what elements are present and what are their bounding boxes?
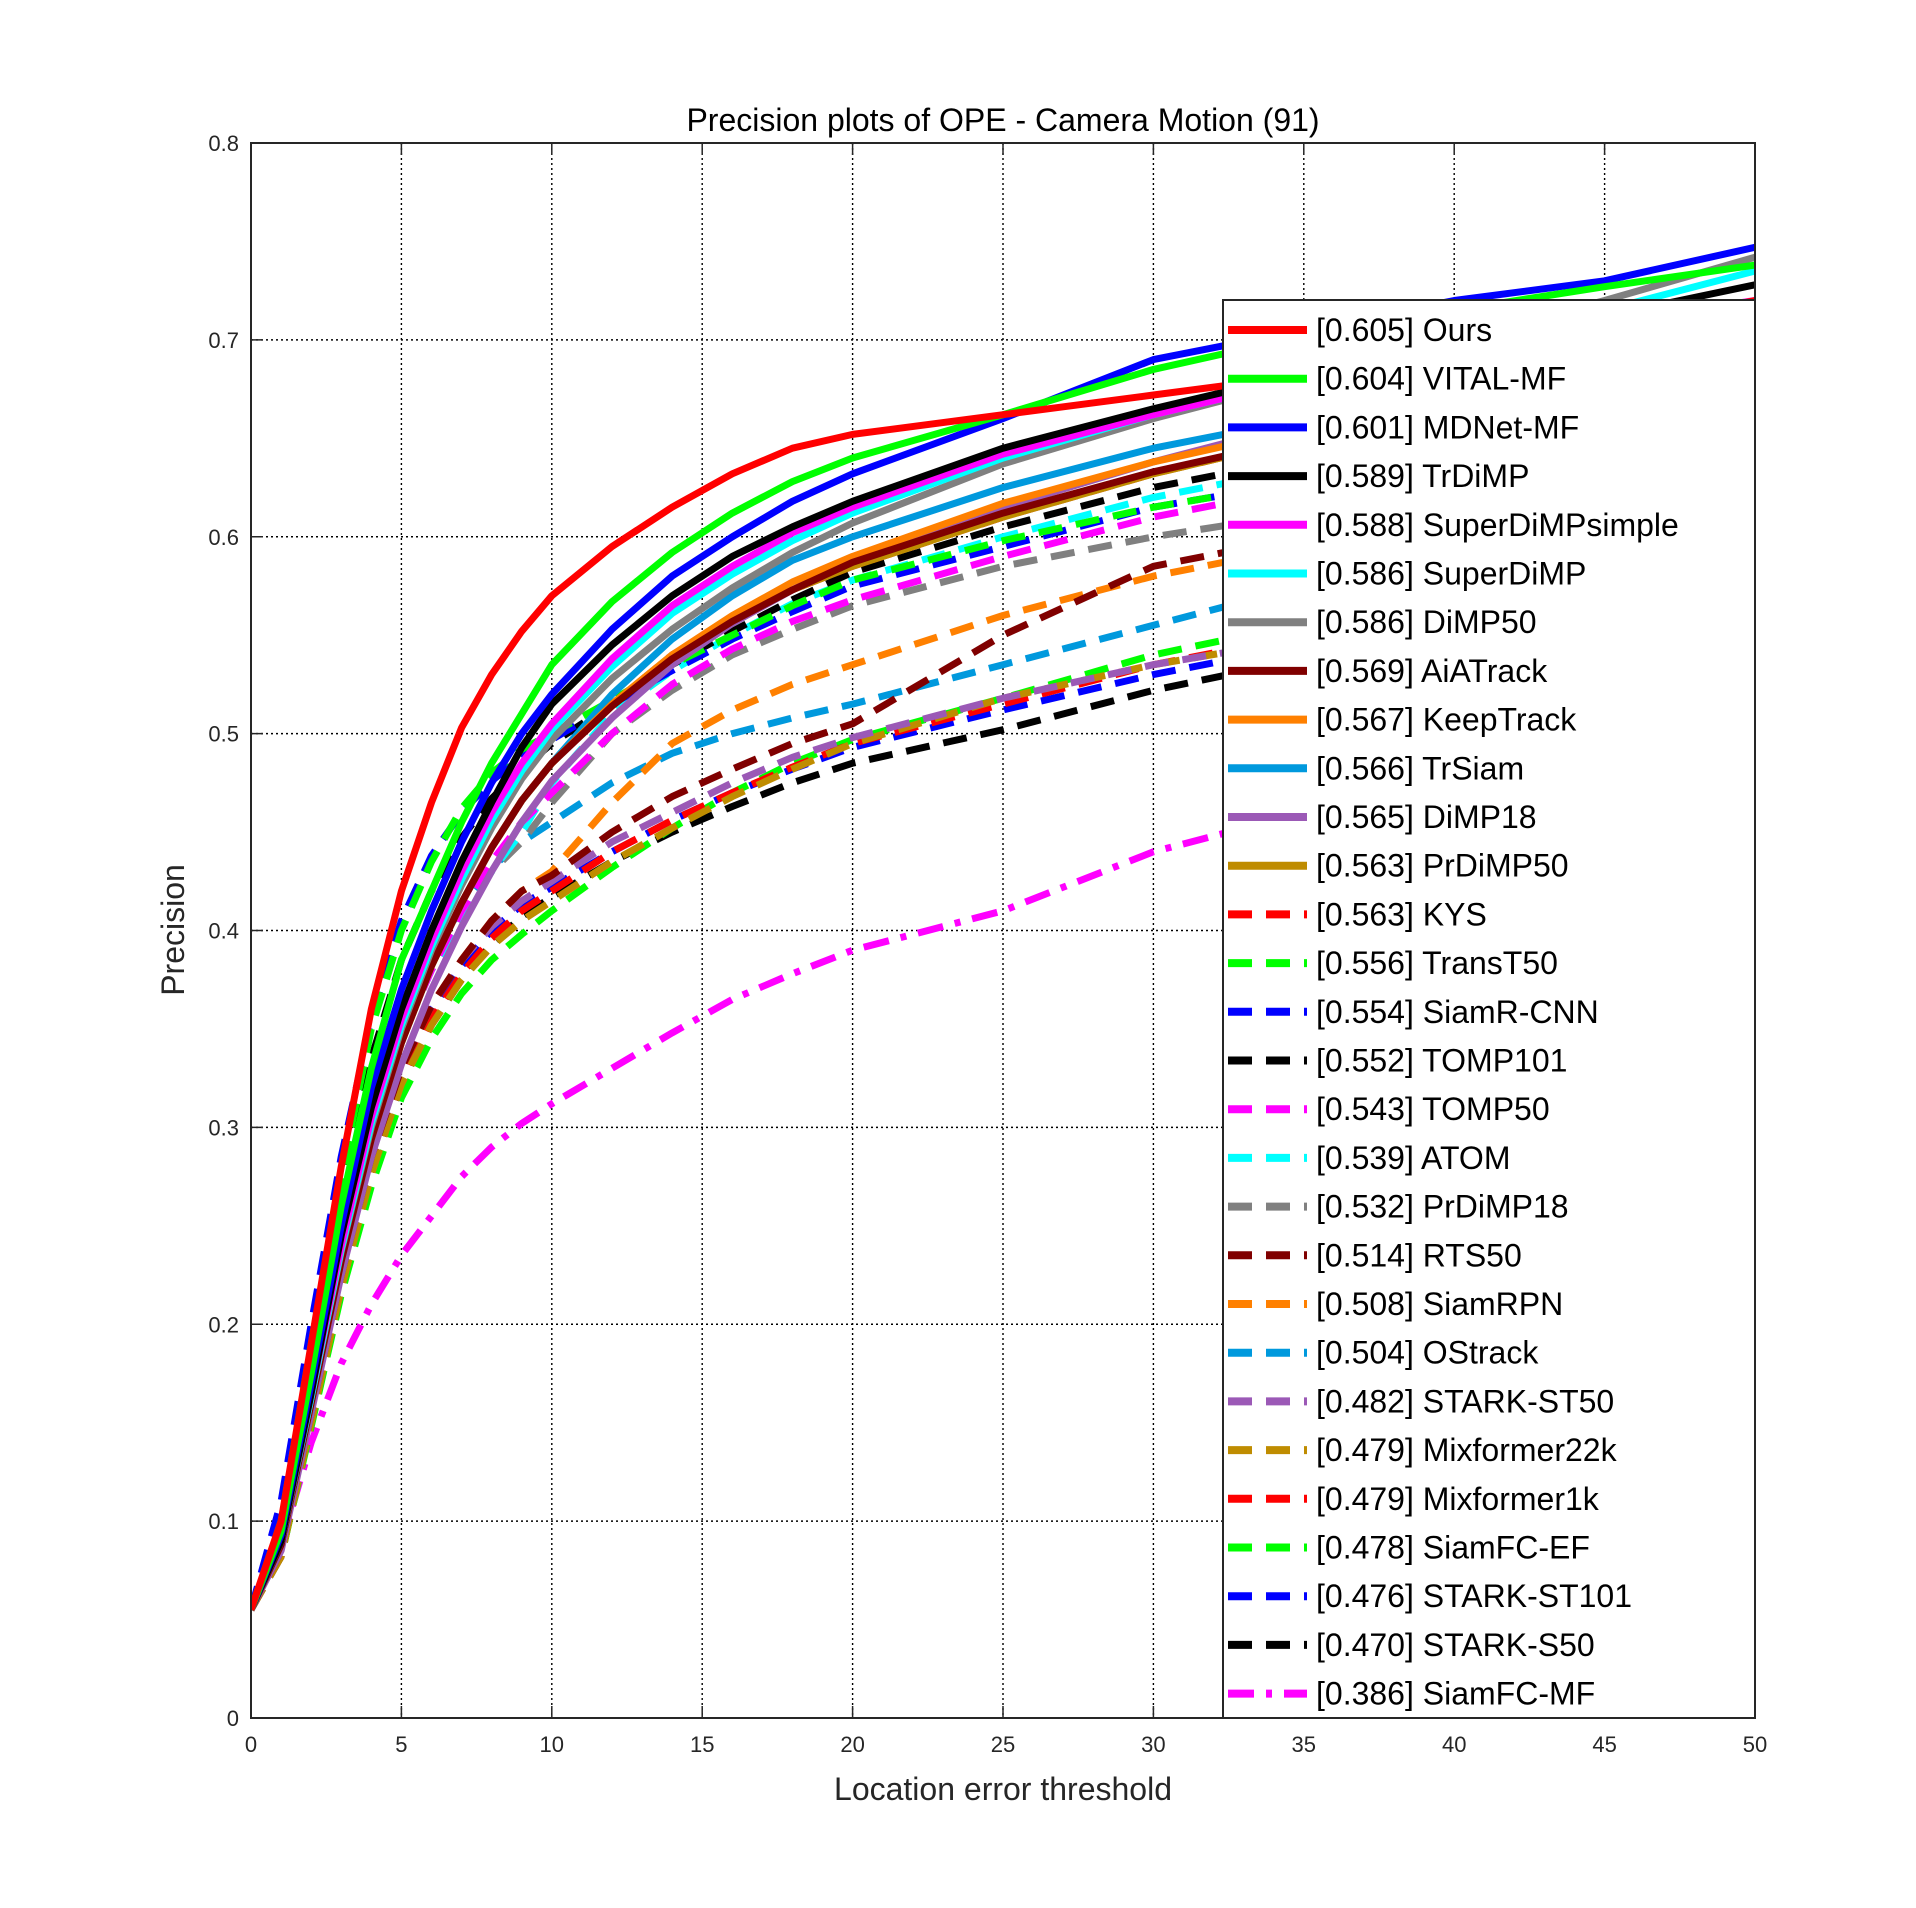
legend-label: [0.386] SiamFC-MF xyxy=(1316,1676,1595,1712)
series-line-mixformer22k xyxy=(251,588,1755,1612)
legend-label: [0.478] SiamFC-EF xyxy=(1316,1530,1590,1566)
series-line-siamfc-mf xyxy=(251,720,1755,1612)
legend-label: [0.504] OStrack xyxy=(1316,1335,1539,1371)
y-tick-label: 0.1 xyxy=(208,1509,239,1534)
x-tick-label: 45 xyxy=(1592,1732,1616,1757)
legend-label: [0.586] DiMP50 xyxy=(1316,604,1537,640)
x-tick-label: 15 xyxy=(690,1732,714,1757)
y-tick-label: 0.2 xyxy=(208,1312,239,1337)
legend-label: [0.588] SuperDiMPsimple xyxy=(1316,507,1679,543)
x-tick-label: 40 xyxy=(1442,1732,1466,1757)
chart-title: Precision plots of OPE - Camera Motion (… xyxy=(686,102,1319,138)
x-tick-label: 20 xyxy=(840,1732,864,1757)
legend-label: [0.563] PrDiMP50 xyxy=(1316,848,1569,884)
legend-box xyxy=(1222,299,1756,1719)
legend-label: [0.539] ATOM xyxy=(1316,1140,1510,1176)
legend-label: [0.563] KYS xyxy=(1316,896,1487,932)
x-tick-label: 35 xyxy=(1292,1732,1316,1757)
legend-label: [0.605] Ours xyxy=(1316,312,1492,348)
legend-label: [0.567] KeepTrack xyxy=(1316,702,1577,738)
legend-label: [0.552] TOMP101 xyxy=(1316,1043,1567,1079)
y-tick-label: 0 xyxy=(227,1706,239,1731)
y-axis-title: Precision xyxy=(155,864,191,996)
legend-label: [0.508] SiamRPN xyxy=(1316,1286,1563,1322)
x-tick-label: 50 xyxy=(1743,1732,1767,1757)
legend-label: [0.565] DiMP18 xyxy=(1316,799,1537,835)
legend-label: [0.532] PrDiMP18 xyxy=(1316,1189,1569,1225)
x-tick-label: 5 xyxy=(395,1732,407,1757)
y-tick-label: 0.4 xyxy=(208,919,239,944)
y-tick-label: 0.3 xyxy=(208,1115,239,1140)
legend-label: [0.554] SiamR-CNN xyxy=(1316,994,1599,1030)
legend-label: [0.479] Mixformer1k xyxy=(1316,1481,1600,1517)
legend-label: [0.479] Mixformer22k xyxy=(1316,1432,1618,1468)
legend-label: [0.569] AiATrack xyxy=(1316,653,1548,689)
legend-label: [0.586] SuperDiMP xyxy=(1316,556,1586,592)
y-tick-label: 0.5 xyxy=(208,722,239,747)
x-tick-label: 0 xyxy=(245,1732,257,1757)
legend-label: [0.543] TOMP50 xyxy=(1316,1091,1550,1127)
legend-label: [0.589] TrDiMP xyxy=(1316,458,1529,494)
legend-label: [0.482] STARK-ST50 xyxy=(1316,1383,1614,1419)
legend-label: [0.470] STARK-S50 xyxy=(1316,1627,1595,1663)
legend-label: [0.476] STARK-ST101 xyxy=(1316,1578,1632,1614)
legend: [0.605] Ours [0.604] VITAL-MF [0.601] MDNe… xyxy=(1222,299,1756,1719)
y-tick-label: 0.6 xyxy=(208,525,239,550)
legend-label: [0.556] TransT50 xyxy=(1316,945,1558,981)
legend-label: [0.514] RTS50 xyxy=(1316,1237,1522,1273)
x-tick-label: 25 xyxy=(991,1732,1015,1757)
x-tick-label: 10 xyxy=(540,1732,564,1757)
legend-label: [0.601] MDNet-MF xyxy=(1316,409,1579,445)
x-tick-label: 30 xyxy=(1141,1732,1165,1757)
y-tick-label: 0.7 xyxy=(208,328,239,353)
y-tick-label: 0.8 xyxy=(208,131,239,156)
legend-label: [0.604] VITAL-MF xyxy=(1316,361,1566,397)
legend-label: [0.566] TrSiam xyxy=(1316,750,1524,786)
x-axis-title: Location error threshold xyxy=(834,1771,1172,1807)
